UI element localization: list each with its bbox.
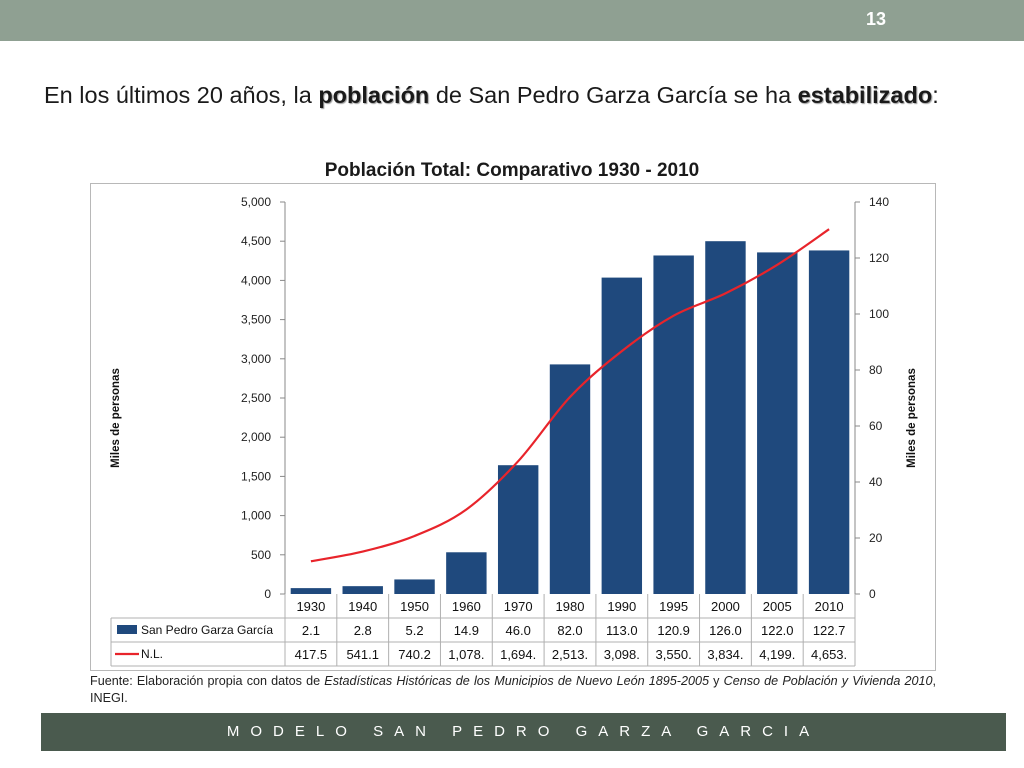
data-label-bar: 120.9 [657,623,690,638]
y-tick-label-left: 0 [264,587,271,601]
bar [497,465,539,594]
y-tick-label-right: 20 [869,531,883,545]
legend-label-line: N.L. [141,647,163,661]
x-tick-label: 1930 [296,599,325,614]
series-line-nl [310,228,830,563]
bar [808,250,850,594]
data-label-bar: 14.9 [454,623,479,638]
source-text-2: y [708,674,724,688]
y-tick-label-left: 4,500 [241,234,271,248]
slide-number: 13 [865,9,886,29]
y-tick-label-right: 120 [869,251,889,265]
legend-key-bar [117,625,137,634]
bar [446,552,487,594]
data-label-line: 3,834. [707,647,743,662]
footer-bar: MODELO SAN PEDRO GARZA GARCIA [41,713,1006,751]
data-label-line: 2,513. [552,647,588,662]
data-label-bar: 46.0 [506,623,531,638]
x-tick-label: 2000 [711,599,740,614]
data-label-bar: 122.7 [813,623,846,638]
top-bar: 13 [0,0,1024,41]
chart: 0 500 1,000 1,500 2,000 2,500 3,000 3,500 4,000 4… [110,195,918,667]
x-tick-label: 1940 [348,599,377,614]
data-label-line: 1,078. [448,647,484,662]
y-axis-title-left: Miles de personas [110,368,122,468]
y-tick-label-right: 40 [869,475,883,489]
y-tick-label-left: 2,500 [241,391,271,405]
chart-frame: 0 500 1,000 1,500 2,000 2,500 3,000 3,500 4,000 4… [90,183,936,671]
source-note: Fuente: Elaboración propia con datos de … [90,673,936,707]
data-label-bar: 126.0 [709,623,742,638]
data-label-bar: 2.1 [302,623,320,638]
chart-title: Población Total: Comparativo 1930 - 2010 [324,160,700,181]
x-tick-label: 1990 [607,599,636,614]
source-title-1: Estadísticas Históricas de los Municipio… [324,674,709,688]
y-tick-label-left: 4,000 [241,273,271,287]
x-tick-label: 1995 [659,599,688,614]
x-tick-label: 1980 [556,599,585,614]
footer-text: MODELO SAN PEDRO GARZA GARCIA [226,723,821,740]
x-tick-label: 1950 [400,599,429,614]
bar [342,586,383,594]
y-axis-title-right: Miles de personas [906,368,918,468]
bar [549,364,591,594]
data-label-line: 417.5 [295,647,328,662]
bar [601,277,643,594]
y-tick-label-left: 5,000 [241,195,271,209]
source-text-1: Fuente: Elaboración propia con datos de [90,674,325,688]
y-tick-label-right: 60 [869,419,883,433]
data-label-line: 1,694. [500,647,536,662]
x-tick-label: 2005 [763,599,792,614]
heading-text-3: : [932,82,939,108]
y-tick-label-right: 80 [869,363,883,377]
bar [757,252,798,594]
y-tick-label-left: 1,000 [241,509,271,523]
data-label-bar: 2.8 [354,623,372,638]
y-tick-label-left: 500 [251,548,271,562]
data-label-line: 3,550. [656,647,692,662]
data-label-line: 541.1 [346,647,379,662]
data-label-bar: 122.0 [761,623,794,638]
source-text-3: , INEGI. [90,674,936,705]
y-tick-label-right: 0 [869,587,876,601]
bar [290,588,332,594]
heading-bold-poblacion: población [318,82,430,108]
data-label-line: 740.2 [398,647,431,662]
heading-text-2: de San Pedro Garza García se ha [429,82,798,108]
data-label-line: 4,653. [811,647,847,662]
y-tick-label-right: 100 [869,307,889,321]
data-label-bar: 82.0 [557,623,582,638]
y-tick-label-right: 140 [869,195,889,209]
slide-heading: En los últimos 20 años, la población de … [44,74,972,116]
heading-text-1: En los últimos 20 años, la [44,82,319,108]
data-label-bar: 5.2 [406,623,424,638]
x-tick-label: 1970 [504,599,533,614]
data-label-line: 3,098. [604,647,640,662]
heading-bold-estabilizado: estabilizado [797,82,933,108]
x-tick-label: 1960 [452,599,481,614]
y-tick-label-left: 2,000 [241,430,271,444]
y-tick-label-left: 3,000 [241,352,271,366]
x-tick-label: 2010 [815,599,844,614]
y-tick-label-left: 3,500 [241,313,271,327]
bar [394,579,435,594]
y-tick-label-left: 1,500 [241,469,271,483]
data-label-bar: 113.0 [606,623,638,638]
bar [653,255,694,594]
source-title-2: Censo de Población y Vivienda 2010 [723,674,933,688]
data-label-line: 4,199. [759,647,795,662]
legend-label-bar: San Pedro Garza García [141,623,273,637]
